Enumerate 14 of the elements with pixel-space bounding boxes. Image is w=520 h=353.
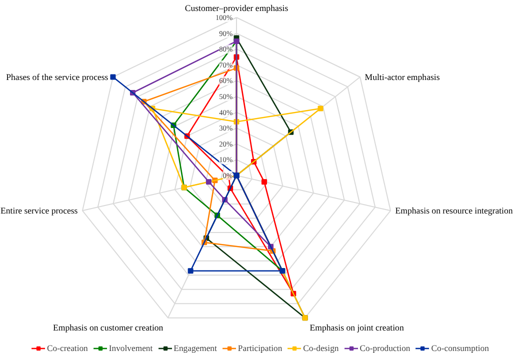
legend-label: Involvement bbox=[108, 343, 153, 353]
legend-label: Co-creation bbox=[47, 343, 88, 353]
spoke-label: Phases of the service process bbox=[6, 72, 109, 82]
legend-label: Engagement bbox=[174, 343, 217, 353]
spoke-label: Multi-actor emphasis bbox=[364, 72, 440, 82]
legend-label: Co-design bbox=[303, 343, 339, 353]
legend-label: Co-production bbox=[360, 343, 410, 353]
spoke-label: Customer–provider emphasis bbox=[184, 2, 289, 13]
spoke-label: Emphasis on resource integration bbox=[395, 206, 514, 216]
spoke-label: Emphasis on customer creation bbox=[53, 322, 164, 333]
spoke-label: Entire service process bbox=[0, 206, 78, 216]
spoke-label: Emphasis on joint creation bbox=[310, 322, 404, 333]
legend-label: Co-consumption bbox=[431, 343, 489, 353]
legend-label: Participation bbox=[238, 343, 282, 353]
